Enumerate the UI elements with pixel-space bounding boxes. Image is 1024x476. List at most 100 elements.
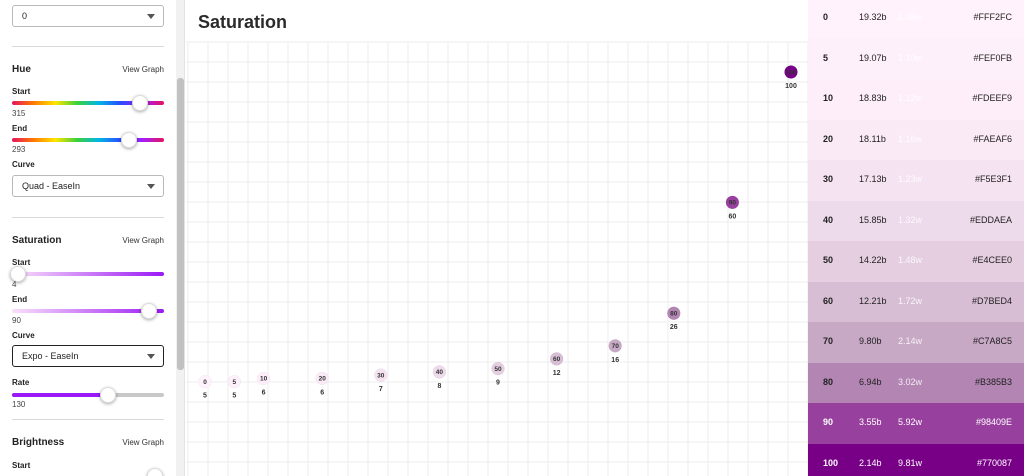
brightness-title: Brightness	[12, 437, 65, 448]
chart-point	[198, 374, 212, 389]
chart-point	[784, 65, 798, 79]
palette-white-contrast: 3.02w	[898, 376, 923, 387]
chart-point-y-label: 16	[611, 357, 619, 364]
chart-point-y-label: 6	[320, 389, 324, 396]
palette-step: 0	[823, 12, 829, 22]
palette-hex: #D7BED4	[971, 295, 1012, 306]
saturation-curve-select[interactable]: Expo - EaseIn	[12, 345, 164, 367]
saturation-rate-label: Rate	[12, 378, 30, 387]
saturation-view-graph-link[interactable]: View Graph	[122, 236, 164, 245]
chart-point-x-label: 90	[729, 200, 737, 207]
palette-step: 90	[823, 417, 834, 427]
palette-row[interactable]: 0 19.32b 1.08w #FFF2FC	[808, 0, 1024, 40]
palette-black-contrast: 15.85b	[859, 214, 887, 225]
chart-grid	[186, 41, 808, 476]
palette-black-contrast: 19.07b	[859, 52, 887, 63]
palette-white-contrast: 1.48w	[898, 255, 923, 265]
sidebar-scrollbar-thumb[interactable]	[177, 78, 184, 370]
saturation-start-slider-thumb[interactable]	[10, 266, 27, 282]
divider	[12, 46, 164, 47]
hue-start-slider[interactable]	[12, 95, 164, 111]
palette-hex: #FFF2FC	[973, 12, 1012, 22]
palette-white-contrast: 1.10w	[898, 52, 923, 63]
hue-curve-label: Curve	[12, 160, 35, 169]
palette-hex: #B385B3	[974, 376, 1012, 387]
palette-row[interactable]: 5 19.07b 1.10w #FEF0FB	[808, 38, 1024, 80]
palette-table: 0 19.32b 1.08w #FFF2FC 5 19.07b 1.10w #FEF0FB 10…	[808, 0, 1024, 476]
saturation-end-slider[interactable]	[12, 303, 164, 319]
sidebar-scrollbar[interactable]	[176, 0, 185, 476]
hue-start-slider-thumb[interactable]	[131, 95, 148, 111]
saturation-start-value: 4	[12, 280, 17, 289]
palette-black-contrast: 17.13b	[859, 174, 887, 184]
chart-point-x-label: 20	[319, 376, 327, 383]
chart-point	[491, 361, 505, 376]
chart-point-x-label: 60	[553, 356, 561, 363]
palette-black-contrast: 6.94b	[859, 376, 882, 387]
saturation-curve-select-value: Expo - EaseIn	[22, 351, 79, 361]
chart-point-x-label: 10	[260, 376, 268, 383]
saturation-rate-slider-thumb[interactable]	[99, 387, 116, 403]
palette-row[interactable]: 80 6.94b 3.02w #B385B3	[808, 362, 1024, 404]
hue-end-slider[interactable]	[12, 132, 164, 148]
chart-point-y-label: 100	[785, 83, 797, 90]
chart-point-y-label: 60	[729, 213, 737, 220]
chart-point-y-label: 26	[670, 324, 678, 331]
chart-point	[227, 374, 242, 389]
saturation-curve-label: Curve	[12, 331, 35, 340]
saturation-end-label: End	[12, 295, 28, 304]
saturation-end-slider-thumb[interactable]	[140, 303, 157, 319]
chart-point	[667, 306, 681, 320]
chevron-down-icon	[147, 354, 155, 359]
palette-hex: #FDEEF9	[972, 93, 1012, 103]
palette-white-contrast: 1.72w	[898, 295, 923, 306]
palette-white-contrast: 1.12w	[898, 93, 923, 103]
palette-row[interactable]: 60 12.21b 1.72w #D7BED4	[808, 281, 1024, 323]
chart-point	[725, 195, 740, 210]
hue-view-graph-link[interactable]: View Graph	[122, 65, 164, 74]
palette-row[interactable]: 70 9.80b 2.14w #C7A8C5	[808, 322, 1024, 364]
saturation-start-slider[interactable]	[10, 266, 164, 282]
palette-row[interactable]: 50 14.22b 1.48w #E4CEE0	[808, 241, 1024, 283]
palette-hex: #E4CEE0	[972, 255, 1012, 265]
palette-white-contrast: 1.23w	[898, 174, 923, 184]
palette-white-contrast: 1.08w	[898, 12, 923, 22]
palette-row[interactable]: 10 18.83b 1.12w #FDEEF9	[808, 79, 1024, 121]
top-select[interactable]: 0	[12, 5, 164, 27]
saturation-rate-slider[interactable]	[12, 387, 164, 403]
hue-curve-select-value: Quad - EaseIn	[22, 181, 81, 191]
saturation-chart: 0 5 5 5 10 6 20 6 30 7 40 8 50 9 60 12 70 16 80 26 90 60 100 10…	[186, 41, 808, 476]
saturation-title: Saturation	[12, 235, 62, 246]
palette-step: 50	[823, 255, 834, 265]
palette-white-contrast: 9.81w	[898, 457, 923, 468]
saturation-end-value: 90	[12, 316, 21, 325]
saturation-rate-slider-fill	[12, 393, 108, 397]
hue-start-value: 315	[12, 109, 26, 118]
chart-point-x-label: 40	[436, 369, 444, 376]
palette-row[interactable]: 40 15.85b 1.32w #EDDAEA	[808, 200, 1024, 242]
divider	[12, 419, 164, 420]
chart-point-x-label: 50	[494, 366, 502, 373]
palette-row[interactable]: 20 18.11b 1.16w #FAEAF6	[808, 119, 1024, 161]
chart-point-y-label: 9	[496, 380, 500, 387]
divider	[12, 217, 164, 218]
palette-black-contrast: 14.22b	[859, 255, 887, 265]
brightness-start-slider-thumb[interactable]	[147, 468, 163, 476]
palette-step: 70	[823, 336, 834, 346]
chart-point	[432, 365, 447, 379]
palette-row[interactable]: 30 17.13b 1.23w #F5E3F1	[808, 160, 1024, 202]
chart-point	[315, 371, 329, 386]
hue-curve-select[interactable]: Quad - EaseIn	[12, 175, 164, 197]
chart-point-x-label: 80	[670, 311, 678, 318]
hue-end-value: 293	[12, 145, 26, 154]
hue-start-label: Start	[12, 87, 31, 96]
brightness-view-graph-link[interactable]: View Graph	[122, 438, 164, 447]
chart-point-y-label: 7	[379, 386, 383, 393]
chevron-down-icon	[147, 184, 155, 189]
palette-step: 40	[823, 214, 834, 225]
palette-hex: #EDDAEA	[969, 214, 1012, 225]
palette-black-contrast: 18.11b	[859, 133, 886, 144]
palette-row[interactable]: 90 3.55b 5.92w #98409E	[808, 403, 1024, 445]
palette-row[interactable]: 100 2.14b 9.81w #770087	[808, 443, 1024, 476]
hue-end-slider-thumb[interactable]	[121, 132, 138, 148]
